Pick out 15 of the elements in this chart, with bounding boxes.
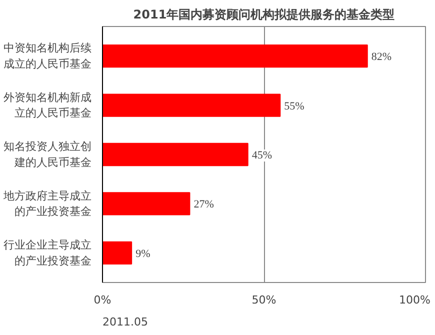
- y-tick-label: 外资知名机构新成立的人民币基金: [4, 90, 92, 120]
- x-tick-label: 0%: [94, 294, 112, 306]
- text: 2011.05: [102, 316, 148, 328]
- data-label: 45%: [252, 150, 272, 162]
- data-label: 27%: [194, 198, 214, 211]
- data-label: 55%: [284, 100, 304, 112]
- y-tick-label: 地方政府主导成立的产业投资基金: [2, 189, 92, 218]
- x-tick-label: 100%: [399, 294, 431, 306]
- data-label: 9%: [136, 248, 150, 260]
- y-tick-label: 中资知名机构后续成立的人民币基金: [4, 42, 92, 70]
- y-tick-label: 行业企业主导成立的产业投资基金: [4, 238, 92, 268]
- data-label: 82%: [371, 51, 392, 64]
- x-tick-label: 50%: [252, 294, 276, 306]
- chart-title: 2011年国内募资顾问机构拟提供服务的基金类型: [133, 8, 395, 22]
- y-tick-label: 知名投资人独立创建的人民币基金: [4, 140, 92, 169]
